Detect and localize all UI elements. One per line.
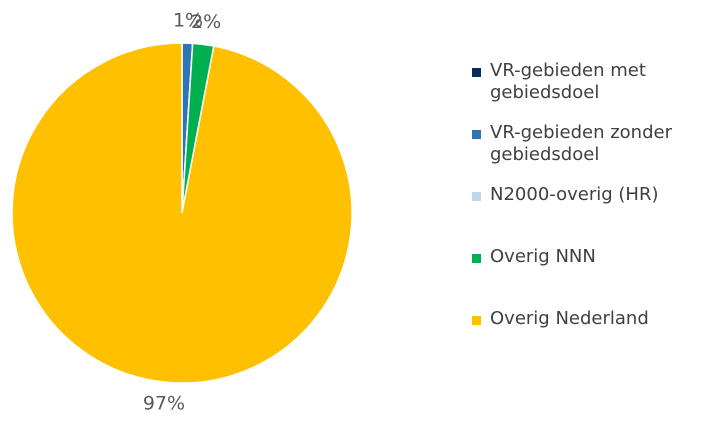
legend-entry: N2000-overig (HR) xyxy=(472,184,697,246)
data-label: 1% xyxy=(173,10,203,32)
legend-swatch xyxy=(472,254,481,263)
legend-label: Overig NNN xyxy=(490,246,596,267)
data-label: 97% xyxy=(143,393,185,415)
legend-label: VR-gebieden met gebiedsdoel xyxy=(490,60,646,103)
legend-swatch xyxy=(472,68,481,77)
legend-label: N2000-overig (HR) xyxy=(490,184,659,205)
legend-swatch xyxy=(472,130,481,139)
legend-entry: VR-gebieden met gebiedsdoel xyxy=(472,60,697,122)
legend: VR-gebieden met gebiedsdoel VR-gebieden z… xyxy=(472,60,697,370)
legend-entry: Overig Nederland xyxy=(472,308,697,370)
legend-entry: Overig NNN xyxy=(472,246,697,308)
legend-swatch xyxy=(472,316,481,325)
data-label: 2% xyxy=(191,11,221,33)
legend-swatch xyxy=(472,192,481,201)
legend-entry: VR-gebieden zonder gebiedsdoel xyxy=(472,122,697,184)
pie-slice xyxy=(11,42,353,384)
legend-label: Overig Nederland xyxy=(490,308,649,329)
legend-label: VR-gebieden zonder gebiedsdoel xyxy=(490,122,672,165)
